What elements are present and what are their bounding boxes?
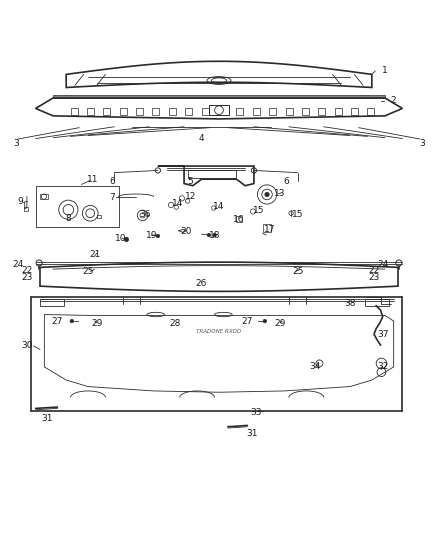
Bar [97, 215, 101, 217]
Text: 6: 6 [109, 177, 115, 187]
Text: 17: 17 [264, 225, 275, 235]
Text: 21: 21 [89, 250, 100, 259]
Text: TRADONE RXDD: TRADONE RXDD [196, 329, 242, 335]
Text: 9: 9 [18, 197, 23, 206]
Bar [269, 108, 276, 115]
Text: 2: 2 [391, 96, 396, 105]
Text: 29: 29 [91, 319, 102, 328]
Bar [365, 299, 389, 306]
Text: 27: 27 [52, 317, 63, 326]
Bar [103, 108, 110, 115]
Circle shape [207, 233, 211, 237]
Bar [237, 108, 244, 115]
Text: 15: 15 [292, 209, 304, 219]
Text: 12: 12 [185, 192, 196, 201]
Text: 13: 13 [274, 189, 286, 198]
Text: 22: 22 [368, 266, 380, 276]
Circle shape [263, 319, 267, 323]
Text: 15: 15 [253, 206, 264, 215]
Circle shape [124, 237, 129, 241]
Bar [237, 216, 242, 222]
Bar [120, 108, 127, 115]
Bar [263, 224, 272, 231]
Circle shape [156, 234, 159, 238]
Circle shape [213, 233, 216, 237]
Text: 36: 36 [139, 211, 151, 220]
Text: 26: 26 [196, 279, 207, 288]
Text: 1: 1 [382, 67, 388, 75]
Bar [185, 108, 192, 115]
Text: 22: 22 [21, 266, 32, 276]
Text: 30: 30 [21, 341, 33, 350]
Text: 29: 29 [275, 319, 286, 328]
Text: 16: 16 [233, 215, 244, 224]
Bar [302, 108, 309, 115]
Bar [71, 108, 78, 115]
Text: 20: 20 [180, 227, 192, 236]
Text: 23: 23 [368, 273, 380, 282]
Text: 24: 24 [13, 260, 24, 269]
Text: 33: 33 [251, 408, 262, 417]
Bar [253, 108, 260, 115]
Bar [169, 108, 176, 115]
Text: 24: 24 [377, 260, 389, 269]
Text: 3: 3 [419, 139, 425, 148]
Text: 4: 4 [199, 134, 205, 143]
Bar [318, 108, 325, 115]
Bar [152, 108, 159, 115]
Text: 11: 11 [87, 175, 98, 184]
Text: 14: 14 [213, 202, 225, 211]
Text: 27: 27 [242, 317, 253, 326]
Text: 25: 25 [82, 267, 94, 276]
Bar [87, 108, 94, 115]
Bar [40, 299, 64, 306]
Text: 25: 25 [292, 267, 303, 276]
Text: 3: 3 [13, 139, 19, 148]
Bar [351, 108, 358, 115]
Text: 7: 7 [109, 192, 115, 201]
Text: 38: 38 [344, 299, 356, 308]
Text: 32: 32 [377, 362, 389, 372]
Text: 14: 14 [172, 199, 183, 208]
Bar [40, 195, 48, 199]
Bar [188, 171, 237, 179]
Polygon shape [53, 95, 385, 98]
Text: 31: 31 [246, 429, 258, 438]
Text: 34: 34 [309, 361, 321, 370]
Bar [209, 105, 229, 115]
Bar [136, 108, 143, 115]
Text: 18: 18 [209, 231, 220, 239]
Text: 5: 5 [188, 177, 194, 186]
Circle shape [265, 192, 269, 197]
Text: 31: 31 [41, 414, 52, 423]
Text: 19: 19 [145, 231, 157, 239]
Bar [201, 108, 208, 115]
Text: 6: 6 [284, 177, 290, 187]
Text: 10: 10 [115, 233, 127, 243]
Text: 28: 28 [170, 319, 181, 328]
Bar [286, 108, 293, 115]
Text: 8: 8 [66, 214, 71, 223]
Text: 37: 37 [377, 330, 389, 338]
Bar [367, 108, 374, 115]
Bar [35, 185, 119, 227]
Bar [24, 207, 28, 211]
Bar [335, 108, 342, 115]
Text: 23: 23 [21, 273, 32, 282]
Circle shape [70, 319, 74, 323]
